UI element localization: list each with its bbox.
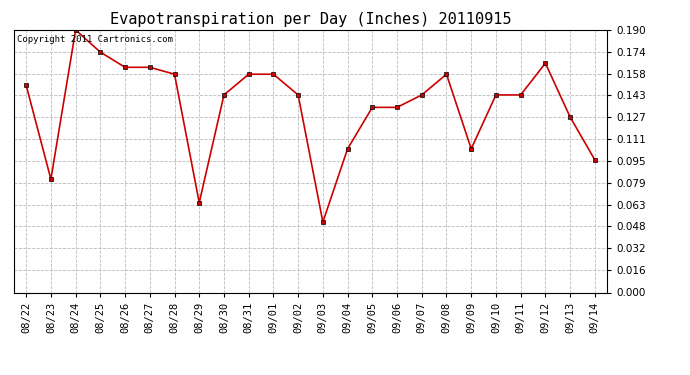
Text: Copyright 2011 Cartronics.com: Copyright 2011 Cartronics.com <box>17 35 172 44</box>
Title: Evapotranspiration per Day (Inches) 20110915: Evapotranspiration per Day (Inches) 2011… <box>110 12 511 27</box>
